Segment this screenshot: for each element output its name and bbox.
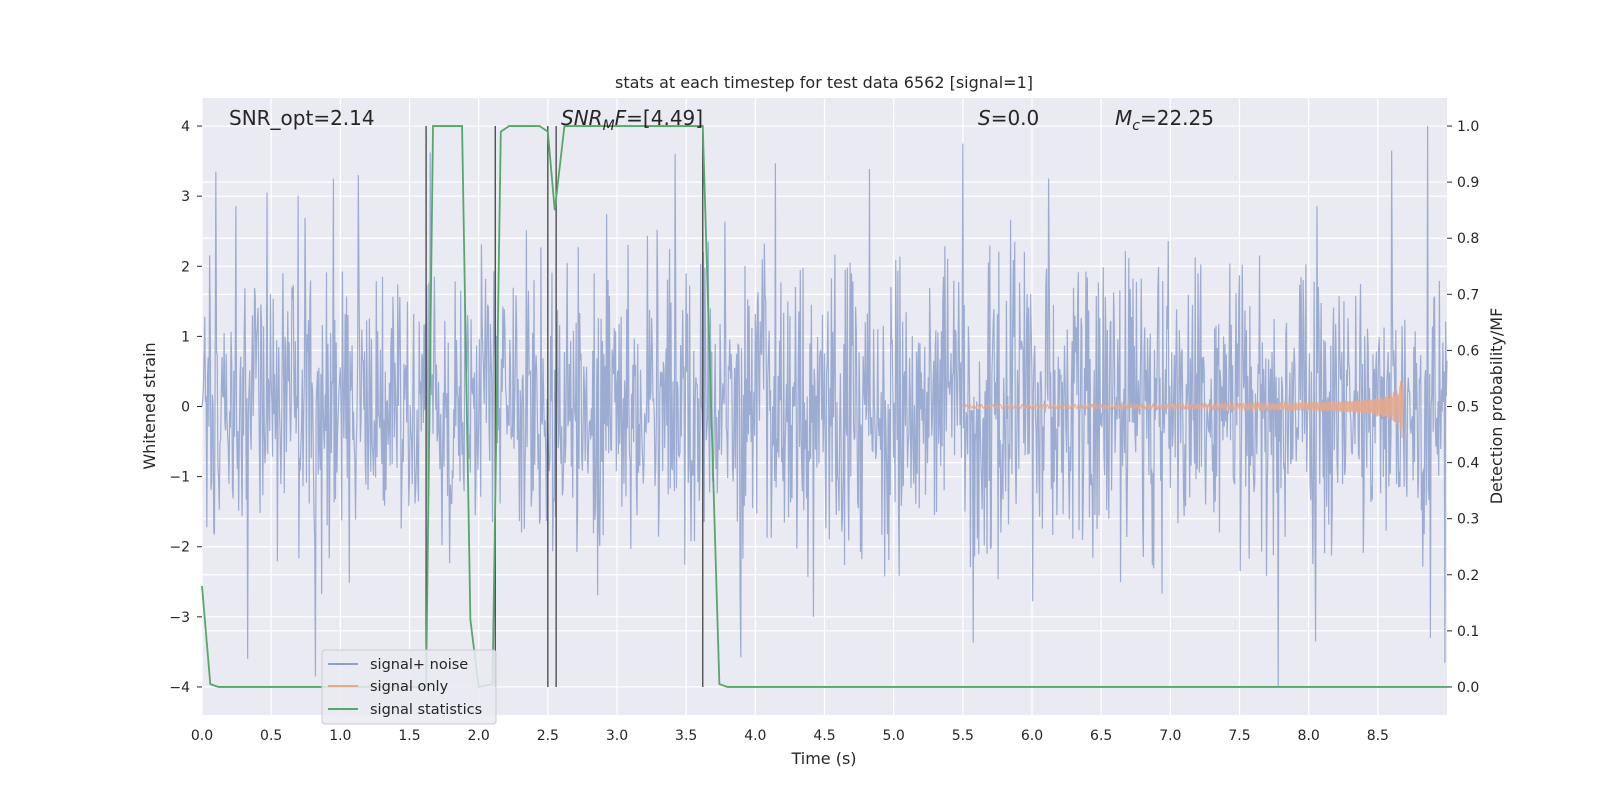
annotation-s: S=0.0 <box>978 106 1039 130</box>
y-tick-label-right: 1.0 <box>1457 119 1479 135</box>
y-tick-label-right: 0.3 <box>1457 512 1479 528</box>
y-axis-right-ticks: 1.0 0.9 0.8 0.7 0.6 0.5 0.4 0.3 0.2 0.1 0.0 <box>1447 119 1479 696</box>
x-tick-label: 2.0 <box>468 728 490 744</box>
x-tick-label: 0.5 <box>260 728 282 744</box>
annotation-mc: Mc=22.25 <box>1115 106 1214 134</box>
x-tick-label: 0.0 <box>191 728 213 744</box>
y-tick-label-right: 0.2 <box>1457 568 1479 584</box>
legend-label-signal-statistics: signal statistics <box>370 702 482 718</box>
x-tick-label: 3.0 <box>606 728 628 744</box>
x-tick-label: 7.0 <box>1159 728 1181 744</box>
y-tick-label-right: 0.8 <box>1457 231 1479 247</box>
signal-noise-line <box>201 126 1448 687</box>
y-axis-left-label: Whitened strain <box>140 342 159 469</box>
x-axis-ticks: 0.0 0.5 1.0 1.5 2.0 2.5 3.0 3.5 4.0 4.5 5.0 5.5 6.0 6… <box>191 728 1389 744</box>
legend-label-signal-noise: signal+ noise <box>370 657 468 673</box>
x-tick-label: 4.5 <box>813 728 835 744</box>
legend-label-signal-only: signal only <box>370 679 449 695</box>
y-tick-label-left: 2 <box>181 259 190 275</box>
y-tick-label-right: 0.6 <box>1457 343 1479 359</box>
y-tick-label-left: 4 <box>181 119 190 135</box>
x-tick-label: 3.5 <box>675 728 697 744</box>
x-tick-label: 8.0 <box>1298 728 1320 744</box>
x-tick-label: 5.0 <box>883 728 905 744</box>
y-tick-label-left: 3 <box>181 189 190 205</box>
x-tick-label: 1.5 <box>398 728 420 744</box>
x-tick-label: 7.5 <box>1228 728 1250 744</box>
y-tick-label-left: −4 <box>169 680 190 696</box>
y-axis-right-label: Detection probability/MF <box>1487 308 1506 505</box>
legend-box <box>321 649 497 725</box>
x-tick-label: 1.0 <box>329 728 351 744</box>
series-signal-noise <box>201 126 1448 687</box>
y-tick-label-right: 0.5 <box>1457 400 1479 416</box>
y-tick-label-right: 0.7 <box>1457 287 1479 303</box>
y-tick-label-left: −2 <box>169 540 190 556</box>
x-axis-label: Time (s) <box>790 749 856 768</box>
legend: signal+ noise signal only signal statist… <box>321 649 497 725</box>
y-tick-label-right: 0.0 <box>1457 680 1479 696</box>
signal-only-line <box>962 381 1404 439</box>
vertical-markers <box>425 126 704 687</box>
x-tick-label: 6.0 <box>1021 728 1043 744</box>
y-tick-label-right: 0.9 <box>1457 175 1479 191</box>
y-tick-label-right: 0.1 <box>1457 624 1479 640</box>
x-tick-label: 8.5 <box>1367 728 1389 744</box>
y-tick-label-left: 0 <box>181 400 190 416</box>
annotation-snr-opt: SNR_opt=2.14 <box>229 106 375 130</box>
x-tick-label: 4.0 <box>744 728 766 744</box>
y-tick-label-left: −1 <box>169 470 190 486</box>
annotation-snr-mf: SNRMF=[4.49] <box>561 106 703 134</box>
x-tick-label: 2.5 <box>537 728 559 744</box>
chart-title: stats at each timestep for test data 656… <box>615 73 1033 92</box>
y-tick-label-left: −3 <box>169 610 190 626</box>
y-tick-label-left: 1 <box>181 329 190 345</box>
x-tick-label: 5.5 <box>952 728 974 744</box>
x-tick-label: 6.5 <box>1090 728 1112 744</box>
y-tick-label-right: 0.4 <box>1457 456 1479 472</box>
series-signal-only <box>962 381 1404 439</box>
y-axis-left-ticks: 4 3 2 1 0 −1 −2 −3 −4 <box>169 119 202 696</box>
